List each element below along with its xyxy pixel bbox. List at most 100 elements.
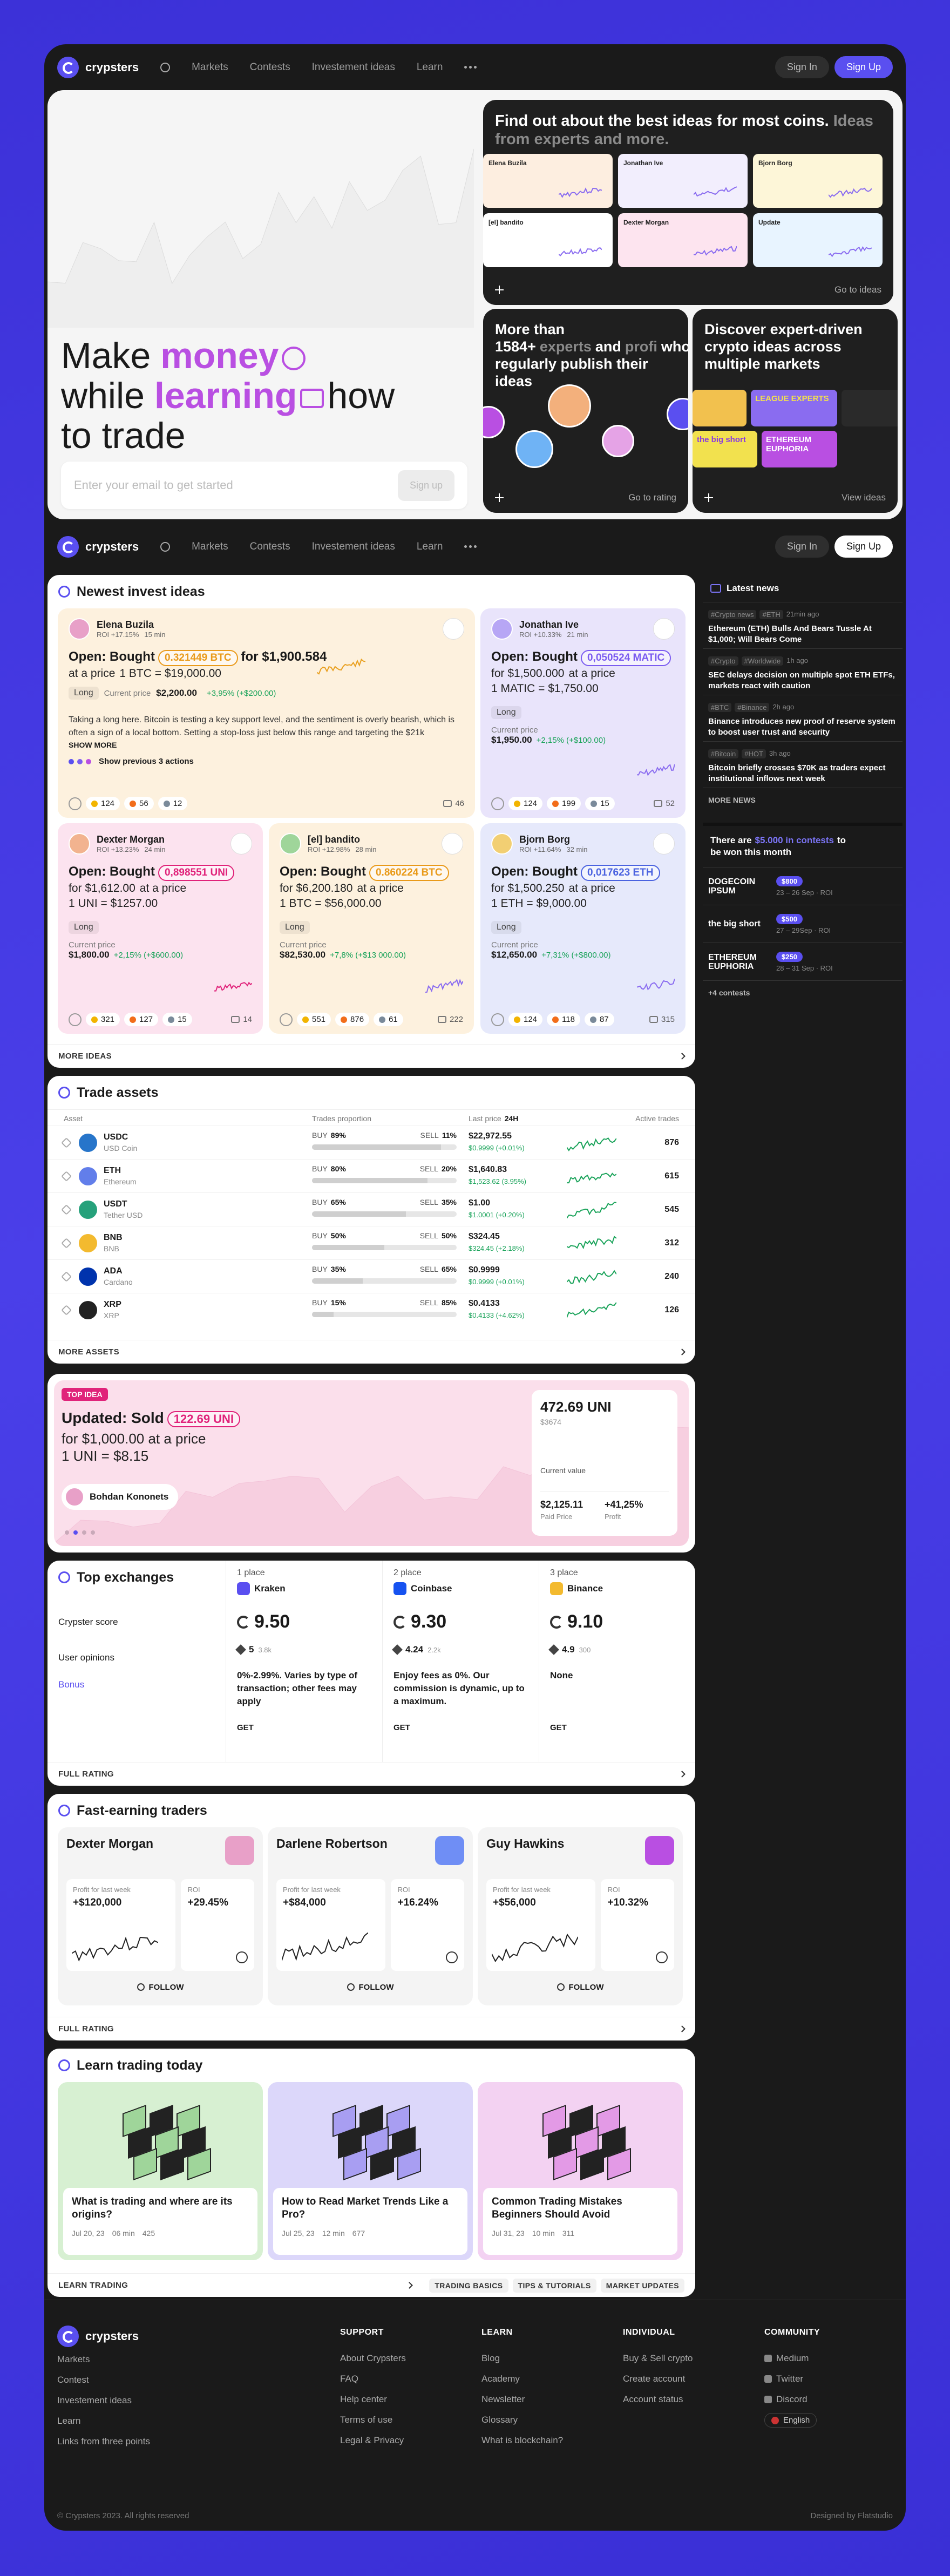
trader-name[interactable]: Darlene Robertson: [276, 1836, 388, 1850]
asset-symbol[interactable]: ETH: [104, 1166, 121, 1175]
contest-name[interactable]: ETHEREUM EUPHORIA: [708, 952, 757, 971]
footer-link[interactable]: Discord: [776, 2394, 808, 2404]
sign-in-button[interactable]: Sign In: [775, 535, 829, 558]
reaction-count[interactable]: 87: [599, 1015, 609, 1024]
comment-count[interactable]: 222: [449, 1015, 463, 1024]
reaction-count[interactable]: 199: [562, 799, 576, 808]
exchange-name-text[interactable]: Kraken: [254, 1583, 286, 1594]
footer-link[interactable]: Newsletter: [481, 2394, 525, 2404]
sign-in-button[interactable]: Sign In: [775, 56, 829, 78]
sign-up-button[interactable]: Sign Up: [834, 535, 893, 558]
news-headline[interactable]: Ethereum (ETH) Bulls And Bears Tussle At…: [708, 624, 872, 644]
footer-link[interactable]: FAQ: [340, 2374, 359, 2384]
news-headline[interactable]: Bitcoin briefly crosses $70K as traders …: [708, 763, 886, 783]
footer-link[interactable]: Links from three points: [57, 2436, 150, 2446]
reaction-count[interactable]: 12: [173, 799, 182, 808]
news-tag[interactable]: #Worldwide: [741, 656, 784, 666]
footer-link[interactable]: Help center: [340, 2394, 387, 2404]
footer-link[interactable]: Buy & Sell crypto: [623, 2353, 693, 2363]
comment-count[interactable]: 46: [455, 799, 464, 808]
footer-link[interactable]: Academy: [481, 2374, 520, 2384]
email-placeholder[interactable]: Enter your email to get started: [74, 478, 233, 492]
author-name[interactable]: [el] bandito: [308, 834, 360, 845]
asset-symbol[interactable]: XRP: [104, 1300, 121, 1309]
comment-count[interactable]: 315: [661, 1015, 675, 1024]
nav-link[interactable]: Investement ideas: [311, 540, 395, 552]
more-link[interactable]: MORE ASSETS: [58, 1347, 120, 1357]
author-name[interactable]: Elena Buzila: [97, 619, 154, 630]
news-tag[interactable]: #Binance: [735, 703, 770, 712]
signup-button[interactable]: Sign up: [397, 470, 454, 501]
footer-link[interactable]: Contest: [57, 2375, 89, 2385]
article-title[interactable]: What is trading and where are its origin…: [72, 2196, 233, 2220]
follow-text[interactable]: FOLLOW: [148, 1982, 184, 1992]
reaction-count[interactable]: 61: [389, 1015, 398, 1024]
nav-link[interactable]: Contests: [249, 61, 290, 73]
news-tag[interactable]: #Crypto news: [708, 610, 757, 619]
author-name[interactable]: Jonathan Ive: [519, 619, 579, 630]
asset-symbol[interactable]: USDT: [104, 1199, 127, 1209]
more-link[interactable]: +4 contests: [708, 988, 750, 997]
news-tag[interactable]: #BTC: [708, 703, 732, 712]
topic-tag[interactable]: MARKET UPDATES: [600, 2278, 684, 2293]
footer-link[interactable]: Create account: [623, 2374, 686, 2384]
comment-count[interactable]: 14: [243, 1015, 252, 1024]
previous-link[interactable]: Show previous 3 actions: [99, 757, 194, 766]
footer-link[interactable]: About Crypsters: [340, 2353, 406, 2363]
nav-link[interactable]: Markets: [192, 540, 228, 552]
footer-link[interactable]: Legal & Privacy: [340, 2435, 404, 2445]
more-link[interactable]: MORE IDEAS: [58, 1052, 112, 1061]
more-link[interactable]: MORE NEWS: [708, 796, 756, 804]
reaction-count[interactable]: 118: [562, 1015, 575, 1024]
promo-link[interactable]: Go to rating: [628, 492, 676, 503]
asset-symbol[interactable]: ADA: [104, 1266, 123, 1276]
nav-link[interactable]: Learn: [416, 540, 443, 552]
reaction-count[interactable]: 15: [600, 799, 609, 808]
language[interactable]: English: [783, 2416, 810, 2425]
footer-link[interactable]: Account status: [623, 2394, 683, 2404]
article-title[interactable]: Common Trading Mistakes Beginners Should…: [492, 2196, 622, 2220]
promo-link[interactable]: View ideas: [842, 492, 886, 503]
asset-symbol[interactable]: USDC: [104, 1133, 128, 1142]
article-title[interactable]: How to Read Market Trends Like a Pro?: [282, 2196, 449, 2220]
footer-link[interactable]: What is blockchain?: [481, 2435, 564, 2445]
footer-link[interactable]: Blog: [481, 2353, 500, 2363]
sign-up-button[interactable]: Sign Up: [834, 56, 893, 78]
follow-text[interactable]: FOLLOW: [358, 1982, 394, 1992]
comment-count[interactable]: 52: [666, 799, 675, 808]
footer-link[interactable]: Markets: [57, 2354, 90, 2364]
brand-name[interactable]: crypsters: [85, 2329, 139, 2343]
exchange-name-text[interactable]: Coinbase: [411, 1583, 452, 1594]
news-tag[interactable]: #Crypto: [708, 656, 738, 666]
footer-link[interactable]: Glossary: [481, 2415, 518, 2425]
news-headline[interactable]: Binance introduces new proof of reserve …: [708, 717, 895, 737]
author-name[interactable]: Bjorn Borg: [519, 834, 570, 845]
period-select[interactable]: 24H: [504, 1114, 519, 1123]
topic-tag[interactable]: TRADING BASICS: [429, 2278, 508, 2293]
brand-name[interactable]: crypsters: [85, 539, 139, 553]
topic-tag[interactable]: TIPS & TUTORIALS: [512, 2278, 596, 2293]
footer-link[interactable]: Investement ideas: [57, 2395, 132, 2405]
footer-link[interactable]: Learn: [57, 2416, 81, 2426]
reaction-count[interactable]: 15: [178, 1015, 187, 1024]
news-tag[interactable]: #ETH: [759, 610, 783, 619]
get-button[interactable]: GET: [237, 1723, 254, 1732]
more-link[interactable]: LEARN TRADING: [58, 2281, 128, 2290]
reaction-count[interactable]: 124: [524, 1015, 538, 1024]
get-button[interactable]: GET: [550, 1723, 567, 1732]
show-more[interactable]: SHOW MORE: [69, 741, 117, 749]
contest-name[interactable]: the big short: [708, 919, 761, 928]
credit[interactable]: Designed by Flatstudio: [810, 2511, 893, 2520]
reaction-count[interactable]: 124: [101, 799, 115, 808]
more-link[interactable]: FULL RATING: [58, 1770, 114, 1779]
promo-link[interactable]: Go to ideas: [834, 284, 881, 295]
nav-link[interactable]: Learn: [416, 61, 443, 73]
reaction-count[interactable]: 321: [101, 1015, 115, 1024]
reaction-count[interactable]: 124: [524, 799, 538, 808]
get-button[interactable]: GET: [393, 1723, 410, 1732]
news-tag[interactable]: #HOT: [742, 749, 766, 758]
exchange-name-text[interactable]: Binance: [567, 1583, 603, 1594]
trader-name[interactable]: Dexter Morgan: [66, 1836, 154, 1850]
brand-name[interactable]: crypsters: [85, 60, 139, 74]
reaction-count[interactable]: 551: [312, 1015, 326, 1024]
